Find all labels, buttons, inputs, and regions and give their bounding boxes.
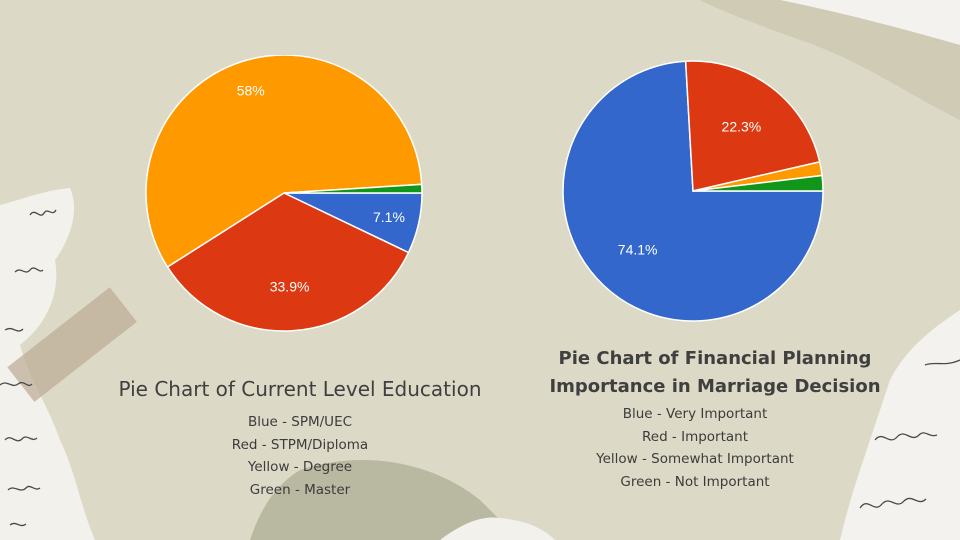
legend-item-spm: Blue - SPM/UEC	[247, 414, 353, 430]
torn-paper-right	[840, 310, 960, 540]
legend-item-very-important: Blue - Very Important	[622, 406, 768, 422]
torn-paper-bottom	[440, 517, 555, 540]
legend-item-stpm: Red - STPM/Diploma	[231, 436, 369, 453]
pie-slice-important	[684, 60, 821, 192]
pie-label-important: 22.3%	[722, 119, 762, 135]
pie-slice-degree	[145, 55, 423, 268]
education-chart-title: Pie Chart of Current Level Education	[118, 377, 482, 401]
pie-slice-stpm-diploma	[166, 192, 410, 332]
pie-label-spm-uec: 7.1%	[373, 209, 405, 225]
pie-label-very-important: 74.1%	[618, 242, 658, 258]
education-pie-chart: 7.1% 33.9% 58%	[145, 55, 423, 332]
financial-legend: Blue - Very Important Red - Important Ye…	[560, 403, 830, 493]
education-legend: Blue - SPM/UEC Red - STPM/Diploma Yellow…	[170, 411, 430, 501]
pie-slice-master	[283, 183, 423, 194]
legend-item-important: Red - Important	[641, 428, 749, 445]
legend-item-degree: Yellow - Degree	[247, 459, 353, 475]
financial-chart-title-line-1: Pie Chart of Financial Planning	[558, 348, 872, 369]
legend-item-not-important: Green - Not Important	[620, 473, 770, 490]
torn-paper-left	[0, 188, 95, 540]
pie-label-stpm-diploma: 33.9%	[270, 279, 310, 295]
financial-planning-pie-chart: 74.1% 22.3%	[562, 60, 824, 322]
handwriting-decoration	[0, 209, 960, 527]
tape-strip	[7, 287, 137, 402]
pie-slice-not-important	[692, 174, 824, 192]
pie-label-degree: 58%	[237, 83, 265, 99]
legend-item-master: Green - Master	[249, 481, 351, 498]
financial-chart-title-line-2: Importance in Marriage Decision	[549, 376, 881, 397]
financial-chart-title: Pie Chart of Financial Planning Importan…	[540, 345, 890, 401]
legend-item-somewhat-important: Yellow - Somewhat Important	[596, 451, 794, 467]
